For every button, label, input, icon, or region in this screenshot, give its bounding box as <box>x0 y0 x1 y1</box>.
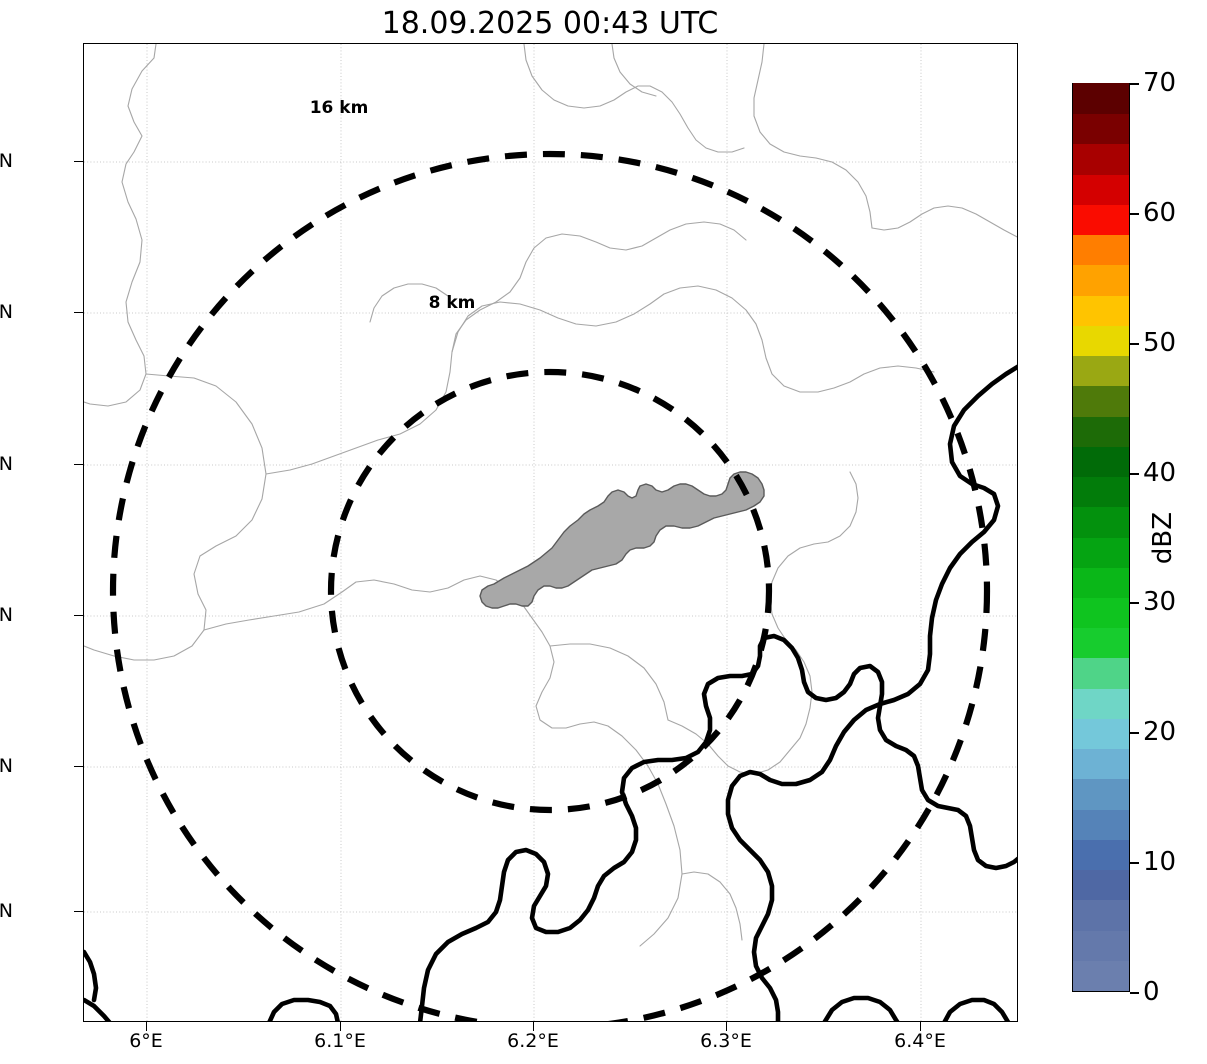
colorbar-tick-label: 0 <box>1143 977 1160 1007</box>
colorbar-band <box>1073 960 1129 991</box>
colorbar-tickmark <box>1130 992 1139 994</box>
colorbar-band <box>1073 264 1129 296</box>
y-tickmark <box>74 766 83 768</box>
colorbar-tickmark <box>1130 862 1139 864</box>
colorbar-band <box>1073 173 1129 205</box>
range-ring-label-16km: 16 km <box>309 98 369 118</box>
map-plot-area[interactable]: 16 km 8 km <box>83 43 1018 1022</box>
colorbar-tick-label: 20 <box>1143 717 1177 747</box>
colorbar-band <box>1073 234 1129 266</box>
x-tickmark <box>920 1022 922 1031</box>
colorbar-band <box>1073 899 1129 931</box>
colorbar-band <box>1073 204 1129 236</box>
colorbar-band <box>1073 567 1129 598</box>
colorbar-band <box>1073 415 1129 447</box>
colorbar-band <box>1073 597 1129 629</box>
colorbar-band <box>1073 143 1129 175</box>
y-tickmark <box>74 911 83 913</box>
page-title: 18.09.2025 00:43 UTC <box>381 6 719 41</box>
colorbar-band <box>1073 839 1129 871</box>
x-tick-label: 6.2°E <box>507 1030 559 1052</box>
x-tick-label: 6.1°E <box>314 1030 366 1052</box>
colorbar-band <box>1073 476 1129 508</box>
colorbar-band <box>1073 113 1129 145</box>
colorbar-tickmark <box>1130 343 1139 345</box>
y-tickmark <box>74 161 83 163</box>
y-tickmark <box>74 615 83 617</box>
y-tick-label: 49.75°N <box>0 150 13 172</box>
x-tickmark <box>726 1022 728 1031</box>
colorbar-tick-label: 60 <box>1143 198 1177 228</box>
x-tickmark <box>533 1022 535 1031</box>
colorbar-band <box>1073 355 1129 387</box>
colorbar-band <box>1073 446 1129 478</box>
colorbar-band <box>1073 325 1129 357</box>
colorbar-band <box>1073 627 1129 659</box>
range-ring-8km <box>327 368 773 814</box>
colorbar-tick-label: 50 <box>1143 328 1177 358</box>
x-tick-label: 6°E <box>129 1030 163 1052</box>
colorbar-band <box>1073 506 1129 538</box>
y-tick-label: 49.65°N <box>0 453 13 475</box>
x-tickmark <box>146 1022 148 1031</box>
colorbar-tick-label: 70 <box>1143 68 1177 98</box>
y-tick-label: 49.7°N <box>0 301 13 323</box>
colorbar-band <box>1073 536 1129 568</box>
colorbar-tickmark <box>1130 83 1139 85</box>
colorbar-band <box>1073 808 1129 840</box>
y-tickmark <box>74 312 83 314</box>
colorbar-band <box>1073 294 1129 326</box>
colorbar-band <box>1073 869 1129 901</box>
x-tick-label: 6.4°E <box>894 1030 946 1052</box>
range-ring-label-8km: 8 km <box>428 293 476 313</box>
colorbar-tickmark <box>1130 732 1139 734</box>
colorbar-band <box>1073 657 1129 689</box>
colorbar-band <box>1073 385 1129 417</box>
range-rings <box>110 151 990 1021</box>
y-tick-label: 49.5°N <box>0 900 13 922</box>
y-tickmark <box>74 464 83 466</box>
colorbar-band <box>1073 687 1129 719</box>
colorbar[interactable] <box>1072 83 1130 992</box>
x-tickmark <box>340 1022 342 1031</box>
colorbar-band <box>1073 929 1129 961</box>
map-svg <box>84 44 1017 1021</box>
y-tick-label: 49.55°N <box>0 755 13 777</box>
colorbar-band <box>1073 748 1129 780</box>
colorbar-tick-label: 40 <box>1143 458 1177 488</box>
colorbar-tick-label: 30 <box>1143 587 1177 617</box>
y-tick-label: 49.6°N <box>0 604 13 626</box>
colorbar-axis-label: dBZ <box>1148 511 1178 565</box>
colorbar-tickmark <box>1130 213 1139 215</box>
colorbar-band <box>1073 83 1129 115</box>
national-border <box>84 364 1017 1021</box>
internal-boundaries <box>84 44 1017 947</box>
range-ring-16km <box>110 151 990 1021</box>
colorbar-tickmark <box>1130 473 1139 475</box>
colorbar-band <box>1073 778 1129 810</box>
x-tick-label: 6.3°E <box>700 1030 752 1052</box>
city-polygon <box>479 471 765 609</box>
colorbar-band <box>1073 718 1129 750</box>
colorbar-tick-label: 10 <box>1143 847 1177 877</box>
gridlines <box>84 44 1017 1021</box>
colorbar-tickmark <box>1130 602 1139 604</box>
